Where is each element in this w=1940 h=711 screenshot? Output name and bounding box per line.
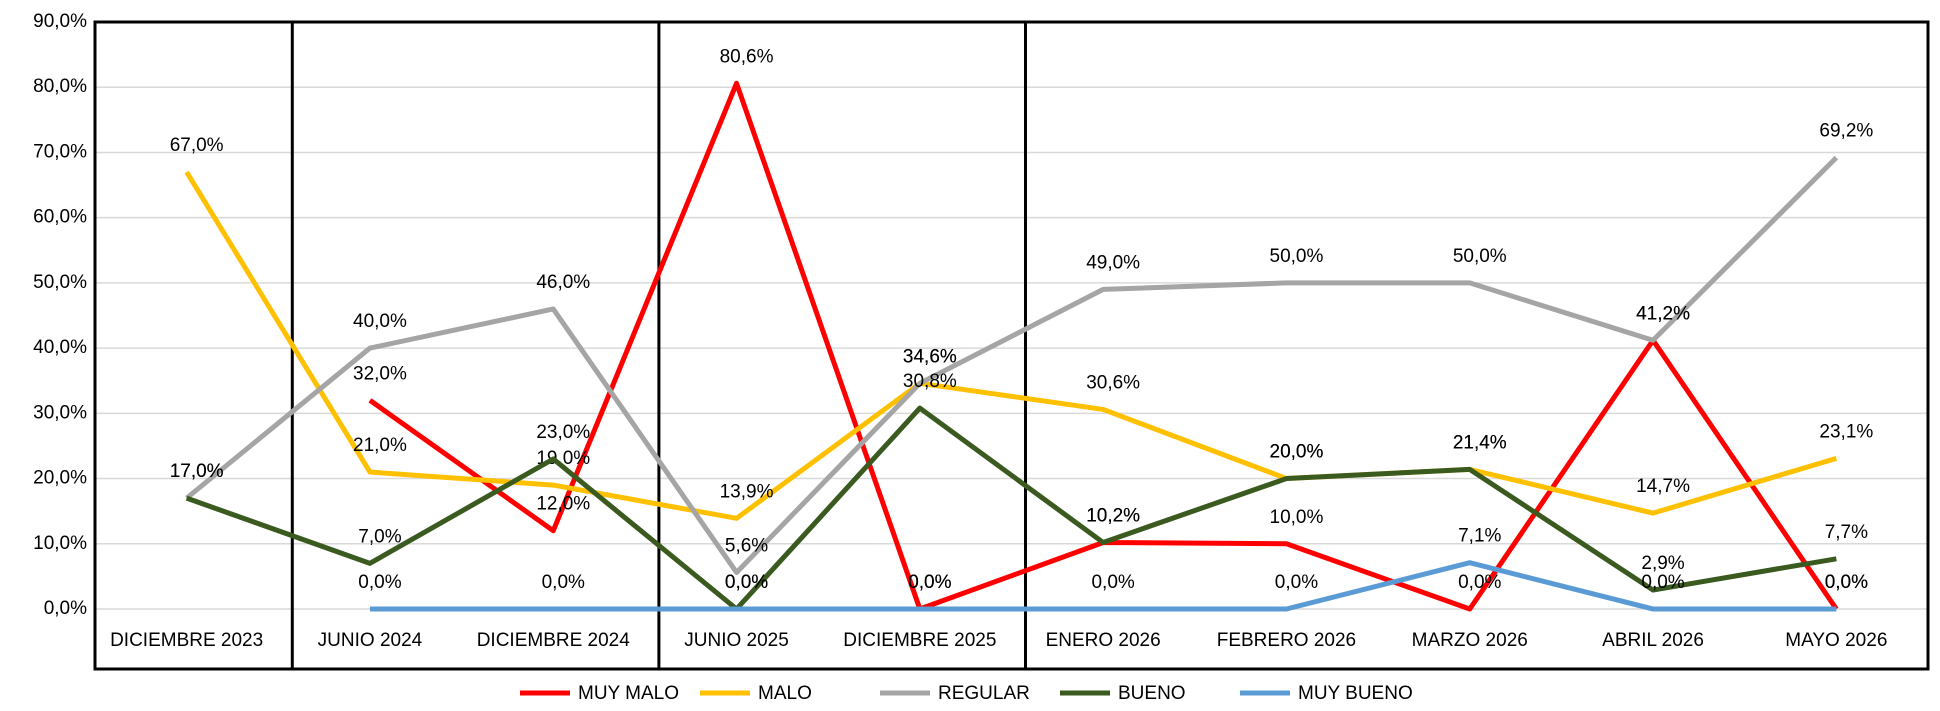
data-label: 10,0% <box>1270 507 1324 528</box>
y-tick-label: 70,0% <box>33 141 87 162</box>
data-label: 0,0% <box>1458 572 1501 593</box>
y-tick-label: 80,0% <box>33 76 87 97</box>
data-label: 69,2% <box>1819 121 1873 142</box>
x-tick-label: MAYO 2026 <box>1785 630 1887 651</box>
data-label: 7,1% <box>1458 526 1501 547</box>
series-line <box>185 155 1839 575</box>
data-label: 12,0% <box>536 494 590 515</box>
data-label: 41,2% <box>1636 303 1690 324</box>
y-tick-label: 20,0% <box>33 468 87 489</box>
data-label: 20,0% <box>1270 442 1324 463</box>
data-label: 0,0% <box>358 572 401 593</box>
y-tick-label: 0,0% <box>44 598 87 619</box>
x-tick-label: ENERO 2026 <box>1046 630 1161 651</box>
data-label: 46,0% <box>536 272 590 293</box>
data-label: 17,0% <box>170 461 224 482</box>
data-label: 5,6% <box>725 535 768 556</box>
data-label: 34,6% <box>903 346 957 367</box>
data-label: 30,8% <box>903 371 957 392</box>
data-label: 50,0% <box>1270 246 1324 267</box>
x-tick-label: DICIEMBRE 2023 <box>110 630 263 651</box>
data-label: 21,4% <box>1453 432 1507 453</box>
y-tick-label: 50,0% <box>33 272 87 293</box>
data-label: 0,0% <box>542 572 585 593</box>
data-label: 0,0% <box>1091 572 1134 593</box>
y-tick-label: 10,0% <box>33 533 87 554</box>
data-label: 0,0% <box>1275 572 1318 593</box>
data-label: 49,0% <box>1086 252 1140 273</box>
y-tick-label: 40,0% <box>33 337 87 358</box>
series-line <box>368 80 1839 612</box>
data-label: 10,2% <box>1086 505 1140 526</box>
data-label: 40,0% <box>353 311 407 332</box>
legend-label: MUY MALO <box>578 683 679 704</box>
data-label: 67,0% <box>170 135 224 156</box>
legend-label: REGULAR <box>938 683 1030 704</box>
series-line <box>184 170 1838 521</box>
data-label: 80,6% <box>720 46 774 67</box>
legend-label: BUENO <box>1118 683 1186 704</box>
data-label: 14,7% <box>1636 476 1690 497</box>
data-label: 0,0% <box>725 572 768 593</box>
series-line <box>369 560 1837 612</box>
x-tick-label: MARZO 2026 <box>1412 630 1528 651</box>
data-label: 0,0% <box>1825 572 1868 593</box>
data-label: 23,0% <box>536 422 590 443</box>
data-label: 0,0% <box>908 572 951 593</box>
x-tick-label: DICIEMBRE 2025 <box>843 630 996 651</box>
data-label: 34,6% <box>903 346 957 367</box>
y-tick-label: 90,0% <box>33 11 87 32</box>
data-label: 23,1% <box>1819 421 1873 442</box>
y-tick-label: 30,0% <box>33 402 87 423</box>
x-tick-label: JUNIO 2024 <box>318 630 423 651</box>
data-label: 10,2% <box>1086 505 1140 526</box>
x-tick-label: JUNIO 2025 <box>684 630 789 651</box>
data-label: 17,0% <box>170 461 224 482</box>
data-label: 30,6% <box>1086 372 1140 393</box>
y-tick-label: 60,0% <box>33 207 87 228</box>
data-label: 32,0% <box>353 363 407 384</box>
data-label: 21,4% <box>1453 432 1507 453</box>
series-line <box>185 405 1837 612</box>
data-label: 0,0% <box>1641 572 1684 593</box>
x-tick-label: FEBRERO 2026 <box>1217 630 1356 651</box>
x-tick-label: ABRIL 2026 <box>1602 630 1704 651</box>
data-label: 13,9% <box>720 481 774 502</box>
legend-label: MALO <box>758 683 812 704</box>
data-label: 50,0% <box>1453 246 1507 267</box>
data-label: 2,9% <box>1641 553 1684 574</box>
data-label: 19,0% <box>536 448 590 469</box>
data-label: 7,0% <box>358 526 401 547</box>
x-tick-label: DICIEMBRE 2024 <box>477 630 631 651</box>
data-label: 0,0% <box>1825 572 1868 593</box>
data-label: 20,0% <box>1270 442 1324 463</box>
data-label: 21,0% <box>353 435 407 456</box>
data-label: 0,0% <box>908 572 951 593</box>
legend-label: MUY BUENO <box>1298 683 1413 704</box>
plot-frame <box>93 20 1930 671</box>
data-label: 7,7% <box>1825 522 1868 543</box>
data-label: 0,0% <box>725 572 768 593</box>
